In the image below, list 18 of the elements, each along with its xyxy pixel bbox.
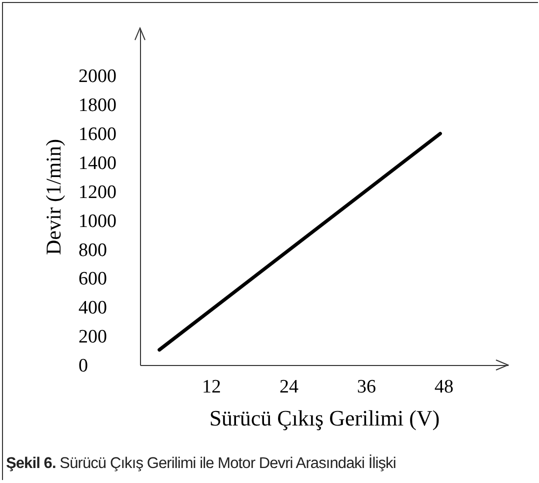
y-axis-title: Devir (1/min) <box>42 138 66 256</box>
y-tick-label: 1600 <box>78 124 116 146</box>
x-axis-title: Sürücü Çıkış Gerilimi (V) <box>209 406 440 430</box>
y-tick-label: 600 <box>78 268 107 290</box>
y-tick-label: 400 <box>78 298 107 319</box>
x-tick-label: 48 <box>434 376 454 398</box>
y-tick-label: 2000 <box>78 66 116 88</box>
y-tick-label: 1000 <box>78 210 116 232</box>
y-tick-label: 1200 <box>78 182 116 203</box>
y-tick-label: 1400 <box>78 153 116 174</box>
x-tick-label: 12 <box>202 376 222 398</box>
y-tick-label: 200 <box>78 326 107 348</box>
y-tick-label: 800 <box>78 240 107 261</box>
y-tick-label: 1800 <box>78 95 116 116</box>
x-tick-label: 36 <box>356 376 376 398</box>
text: Şekil 6. Sürücü Çıkış Gerilimi ile Motor Devri Arasındaki İlişki <box>6 455 396 473</box>
y-tick-label: 0 <box>78 356 88 376</box>
x-tick-label: 24 <box>279 376 299 398</box>
